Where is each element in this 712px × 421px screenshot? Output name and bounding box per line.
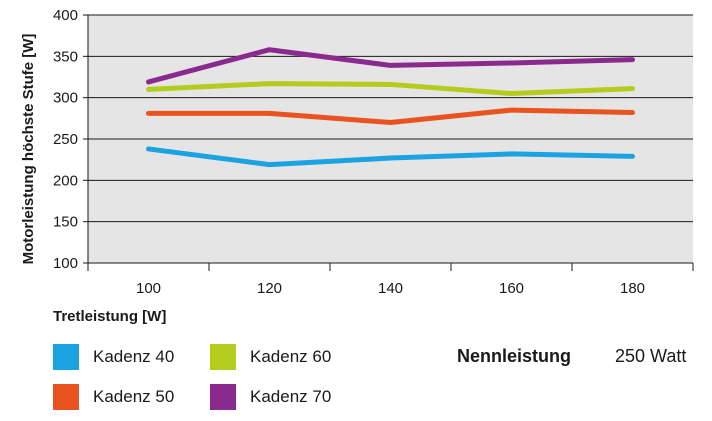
x-tick-label: 100 (136, 280, 161, 297)
y-tick-label: 350 (53, 48, 78, 65)
y-axis-ticks: 100 150 200 250 300 350 400 (53, 7, 88, 272)
y-tick-label: 400 (53, 7, 78, 24)
x-tick-label: 120 (257, 280, 282, 297)
series-lines (146, 47, 635, 168)
x-axis-title: Tretleistung [W] (53, 308, 166, 325)
x-tick-label: 160 (499, 280, 524, 297)
y-tick-label: 150 (53, 214, 78, 231)
y-axis-title: Motorleistung höchste Stufe [W] (20, 34, 37, 265)
x-tick-label: 180 (620, 280, 645, 297)
rated-power: Nennleistung 250 Watt (457, 346, 686, 367)
y-tick-label: 200 (53, 172, 78, 189)
y-tick-label: 250 (53, 131, 78, 148)
rated-power-value: 250 Watt (615, 346, 687, 366)
x-axis: 100 120 140 160 180 (87, 262, 694, 297)
y-tick-label: 100 (53, 255, 78, 272)
y-tick-label: 300 (53, 90, 78, 107)
x-tick-label: 140 (378, 280, 403, 297)
rated-power-label: Nennleistung (457, 346, 572, 366)
